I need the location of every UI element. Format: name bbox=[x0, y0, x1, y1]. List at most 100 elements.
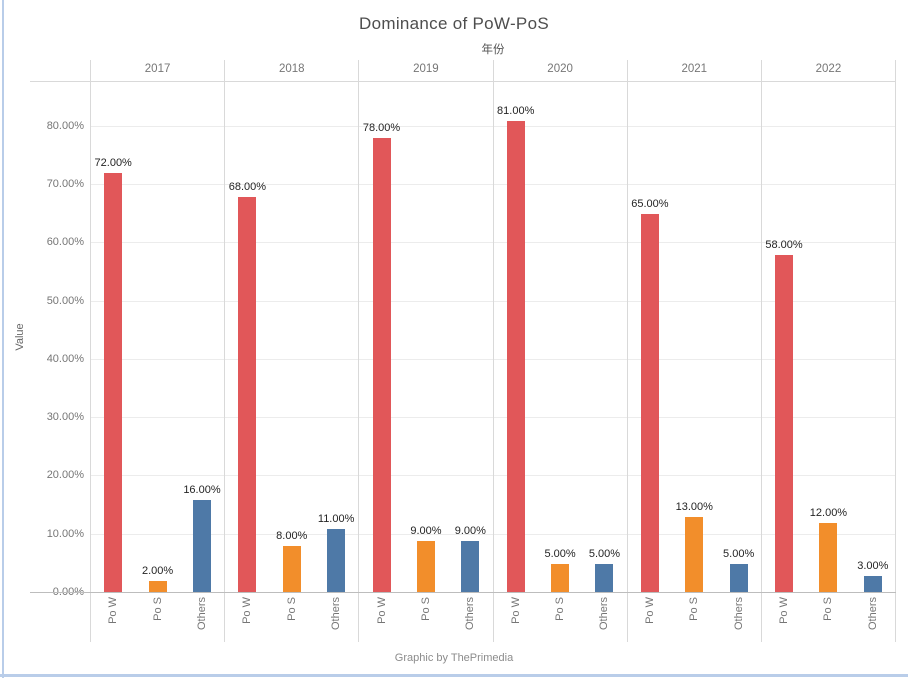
bar-value-label: 78.00% bbox=[362, 122, 401, 134]
year-header-2018: 2018 bbox=[225, 60, 360, 81]
bar-value-label: 9.00% bbox=[410, 525, 442, 537]
x-label-slot: Others bbox=[180, 593, 224, 642]
series-label-others: Others bbox=[732, 597, 745, 631]
bar-2018-pos[interactable] bbox=[282, 546, 301, 593]
bar-2018-pow[interactable] bbox=[238, 197, 257, 593]
year-column-2019: 78.00% 9.00% 9.00% bbox=[359, 82, 494, 593]
bar-slot-2017-others: 16.00% bbox=[180, 82, 224, 593]
bar-slot-2019-others: 9.00% bbox=[448, 82, 492, 593]
series-label-pos: Po S bbox=[688, 597, 701, 621]
x-label-column-2022: Po W Po S Others bbox=[762, 593, 897, 642]
series-label-pow: Po W bbox=[643, 597, 656, 624]
bar-2020-others[interactable] bbox=[595, 564, 614, 593]
bar-2020-pos[interactable] bbox=[551, 564, 570, 593]
bar-slot-2021-others: 5.00% bbox=[716, 82, 760, 593]
window-border-bottom bbox=[0, 674, 908, 677]
bar-value-label: 5.00% bbox=[723, 548, 755, 560]
x-label-slot: Po W bbox=[359, 593, 403, 642]
x-label-slot: Others bbox=[582, 593, 626, 642]
year-header-2022: 2022 bbox=[762, 60, 897, 81]
series-label-pow: Po W bbox=[241, 597, 254, 624]
bar-value-label: 72.00% bbox=[94, 157, 132, 169]
bar-2017-others[interactable] bbox=[192, 500, 211, 593]
x-label-slot: Others bbox=[314, 593, 358, 642]
bar-2018-others[interactable] bbox=[327, 529, 346, 593]
year-header-2019: 2019 bbox=[359, 60, 494, 81]
column-axis-label: 年份 bbox=[481, 44, 505, 56]
bar-2017-pow[interactable] bbox=[104, 173, 123, 593]
bar-value-label: 8.00% bbox=[276, 530, 308, 542]
bar-2019-others[interactable] bbox=[461, 541, 480, 593]
bar-value-label: 2.00% bbox=[141, 565, 174, 577]
bar-slot-2018-pos: 8.00% bbox=[270, 82, 314, 593]
y-tick-label-50: 50.00% bbox=[46, 294, 84, 307]
y-tick-label-30: 30.00% bbox=[46, 411, 84, 424]
bar-slot-2018-pow: 68.00% bbox=[225, 82, 269, 593]
series-label-pos: Po S bbox=[419, 597, 432, 621]
bar-slot-2017-pow: 72.00% bbox=[91, 82, 135, 593]
series-label-pos: Po S bbox=[285, 597, 298, 621]
x-label-column-2020: Po W Po S Others bbox=[494, 593, 628, 642]
bar-value-label: 68.00% bbox=[228, 181, 267, 193]
x-label-slot: Po S bbox=[404, 593, 448, 642]
y-tick-label-80: 80.00% bbox=[46, 119, 84, 132]
series-label-pow: Po W bbox=[509, 597, 522, 624]
x-label-slot: Po S bbox=[672, 593, 716, 642]
year-header-2020: 2020 bbox=[494, 60, 628, 81]
x-label-slot: Others bbox=[448, 593, 492, 642]
x-axis-labels-row: Po W Po S Others Po W Po S Others Po W Po S Othe… bbox=[90, 593, 897, 642]
x-label-slot: Others bbox=[716, 593, 760, 642]
series-label-pos: Po S bbox=[554, 597, 567, 621]
x-label-slot: Po S bbox=[135, 593, 179, 642]
x-label-slot: Others bbox=[851, 593, 895, 642]
bar-value-label: 13.00% bbox=[675, 501, 713, 513]
bar-value-label: 11.00% bbox=[317, 513, 355, 525]
y-tick-label-40: 40.00% bbox=[46, 352, 84, 365]
bar-value-label: 81.00% bbox=[497, 105, 535, 117]
header-divider-line bbox=[30, 81, 896, 82]
bar-2019-pow[interactable] bbox=[372, 138, 391, 593]
year-header-2017: 2017 bbox=[91, 60, 226, 81]
bar-2021-pos[interactable] bbox=[685, 517, 704, 593]
bar-slot-2020-pow: 81.00% bbox=[494, 82, 538, 593]
bar-slot-2020-others: 5.00% bbox=[582, 82, 626, 593]
year-column-2021: 65.00% 13.00% 5.00% bbox=[628, 82, 762, 593]
x-label-column-2017: Po W Po S Others bbox=[91, 593, 226, 642]
bar-2022-others[interactable] bbox=[863, 576, 882, 593]
series-label-others: Others bbox=[195, 597, 208, 631]
bar-value-label: 9.00% bbox=[454, 525, 486, 537]
series-label-others: Others bbox=[866, 597, 879, 631]
bar-value-label: 12.00% bbox=[809, 507, 848, 519]
series-label-pos: Po S bbox=[822, 597, 835, 621]
year-column-2017: 72.00% 2.00% 16.00% bbox=[91, 82, 226, 593]
bar-2019-pos[interactable] bbox=[416, 541, 435, 593]
year-header-row: 2017 2018 2019 2020 2021 2022 bbox=[90, 60, 897, 81]
bar-2022-pow[interactable] bbox=[775, 255, 794, 593]
y-axis-title: Value bbox=[14, 323, 26, 351]
bar-value-label: 16.00% bbox=[183, 484, 221, 496]
x-label-slot: Po S bbox=[270, 593, 314, 642]
year-column-2018: 68.00% 8.00% 11.00% bbox=[225, 82, 360, 593]
bar-slot-2022-others: 3.00% bbox=[851, 82, 895, 593]
x-label-column-2021: Po W Po S Others bbox=[628, 593, 762, 642]
x-axis-line bbox=[30, 592, 896, 593]
x-label-slot: Po W bbox=[762, 593, 806, 642]
series-label-pos: Po S bbox=[151, 597, 164, 621]
bar-2021-pow[interactable] bbox=[640, 214, 659, 593]
series-label-pow: Po W bbox=[778, 597, 791, 624]
y-tick-label-60: 60.00% bbox=[46, 236, 84, 249]
year-column-2022: 58.00% 12.00% 3.00% bbox=[762, 82, 897, 593]
series-label-others: Others bbox=[598, 597, 611, 631]
series-label-pow: Po W bbox=[107, 597, 120, 624]
bar-value-label: 65.00% bbox=[631, 198, 669, 210]
bar-2021-others[interactable] bbox=[729, 564, 748, 593]
series-label-pow: Po W bbox=[375, 597, 388, 624]
bar-2017-pos[interactable] bbox=[148, 581, 167, 593]
y-tick-label-10: 10.00% bbox=[46, 527, 84, 540]
x-label-slot: Po W bbox=[628, 593, 672, 642]
bar-2022-pos[interactable] bbox=[819, 523, 838, 593]
bar-2020-pow[interactable] bbox=[506, 121, 525, 593]
x-label-slot: Po W bbox=[91, 593, 135, 642]
bar-value-label: 3.00% bbox=[857, 560, 889, 572]
bar-slot-2022-pow: 58.00% bbox=[762, 82, 806, 593]
